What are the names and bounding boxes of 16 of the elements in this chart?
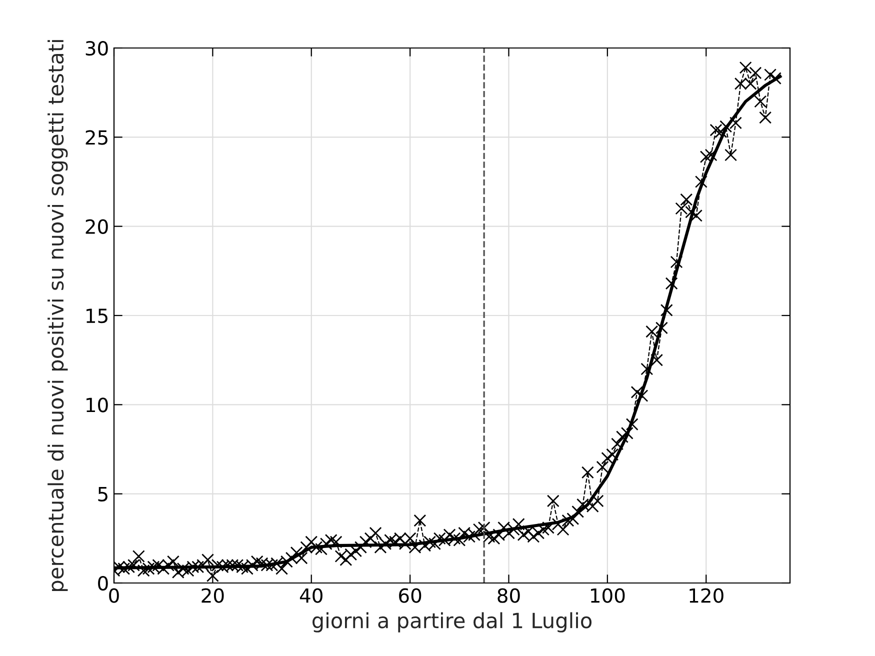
y-tick-label: 20 — [86, 219, 108, 234]
y-tick-label: 10 — [86, 398, 108, 412]
y-tick-label: 15 — [86, 308, 108, 324]
y-tick-label: 25 — [86, 130, 108, 145]
x-tick-label: 20 — [202, 588, 224, 603]
y-axis-title: percentuale di nuovi positivi su nuovi soggetti testati — [48, 40, 68, 591]
y-tick-label: 0 — [98, 576, 108, 591]
y-tick-label: 30 — [86, 40, 108, 56]
x-tick-label: 0 — [109, 588, 119, 603]
x-axis-title: giorni a partire dal 1 Luglio — [312, 612, 592, 632]
x-tick-label: 80 — [498, 588, 520, 603]
x-tick-label: 40 — [300, 588, 322, 603]
x-tick-label: 100 — [591, 588, 625, 603]
x-tick-label: 60 — [399, 588, 422, 603]
y-tick-label: 5 — [98, 487, 108, 502]
x-tick-label: 120 — [690, 588, 724, 603]
